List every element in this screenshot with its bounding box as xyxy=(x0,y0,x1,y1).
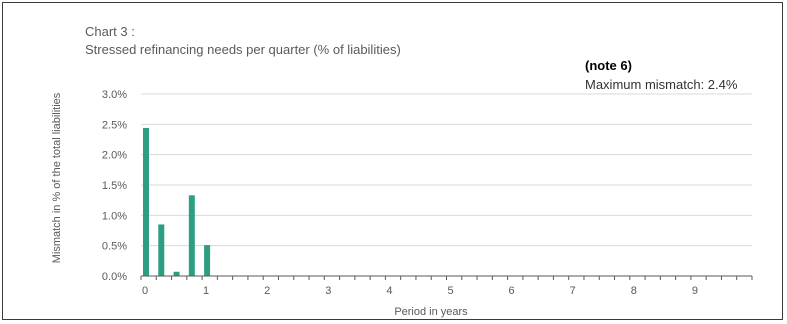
y-tick-label: 3.0% xyxy=(102,89,127,101)
x-axis: 0 1 2 3 4 5 6 7 8 9 xyxy=(140,275,753,297)
y-tick-label: 1.5% xyxy=(102,180,127,192)
y-axis-labels: 0.0% 0.5% 1.0% 1.5% 2.0% 2.5% 3.0% xyxy=(102,89,127,283)
x-tick-label: 4 xyxy=(386,285,392,297)
x-tick-label: 9 xyxy=(692,285,698,297)
bars xyxy=(143,127,211,277)
x-tick-label: 3 xyxy=(325,285,331,297)
x-tick-label: 0 xyxy=(142,285,148,297)
note-label: (note 6) xyxy=(585,58,632,73)
bar xyxy=(143,127,149,277)
max-mismatch-text: Maximum mismatch: 2.4% xyxy=(585,77,738,92)
y-tick-label: 2.5% xyxy=(102,119,127,131)
x-tick-label: 5 xyxy=(447,285,453,297)
bar xyxy=(204,245,211,276)
x-tick-label: 2 xyxy=(264,285,270,297)
x-axis-title: Period in years xyxy=(394,306,468,318)
y-axis-title: Mismatch in % of the total liabilities xyxy=(51,92,63,263)
y-tick-label: 0.5% xyxy=(102,241,127,253)
bar xyxy=(188,195,195,276)
chart-title: Chart 3 : xyxy=(85,24,135,39)
gridlines xyxy=(141,93,752,247)
bar xyxy=(158,224,165,276)
y-tick-label: 1.0% xyxy=(102,210,127,222)
y-tick-label: 2.0% xyxy=(102,150,127,162)
x-tick-label: 7 xyxy=(570,285,576,297)
x-tick-label: 8 xyxy=(631,285,637,297)
x-tick-label: 6 xyxy=(509,285,515,297)
chart-subtitle: Stressed refinancing needs per quarter (… xyxy=(85,42,401,57)
y-tick-label: 0.0% xyxy=(102,271,127,283)
x-tick-label: 1 xyxy=(203,285,209,297)
bar xyxy=(173,271,180,276)
chart-frame xyxy=(2,2,783,320)
